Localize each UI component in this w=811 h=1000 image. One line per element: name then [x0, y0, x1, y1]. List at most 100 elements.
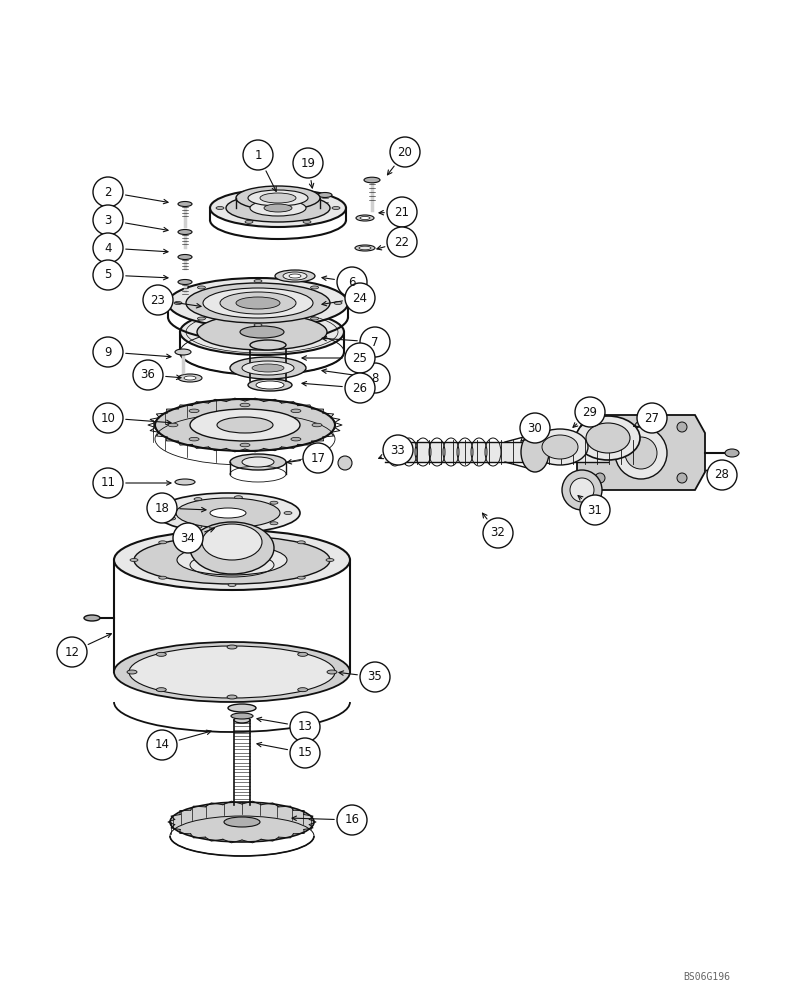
Ellipse shape	[217, 417, 272, 433]
Ellipse shape	[269, 501, 277, 504]
Ellipse shape	[541, 435, 577, 459]
Ellipse shape	[318, 193, 332, 198]
Text: 26: 26	[352, 381, 367, 394]
Circle shape	[337, 805, 367, 835]
Ellipse shape	[521, 432, 548, 472]
Circle shape	[93, 403, 122, 433]
Ellipse shape	[303, 193, 311, 196]
Ellipse shape	[297, 576, 305, 579]
Ellipse shape	[227, 645, 237, 649]
Circle shape	[676, 473, 686, 483]
Ellipse shape	[242, 361, 294, 375]
Ellipse shape	[178, 254, 191, 259]
Ellipse shape	[190, 409, 299, 441]
Ellipse shape	[355, 215, 374, 221]
Circle shape	[57, 637, 87, 667]
Ellipse shape	[359, 217, 370, 220]
Ellipse shape	[290, 437, 301, 441]
Text: 35: 35	[367, 670, 382, 684]
Ellipse shape	[155, 399, 335, 451]
Ellipse shape	[230, 454, 285, 470]
Ellipse shape	[245, 220, 253, 223]
Ellipse shape	[234, 717, 250, 723]
Ellipse shape	[114, 642, 350, 702]
Ellipse shape	[228, 584, 236, 586]
Ellipse shape	[190, 522, 273, 574]
Ellipse shape	[230, 713, 253, 719]
Circle shape	[387, 197, 417, 227]
Ellipse shape	[297, 541, 305, 544]
Ellipse shape	[230, 357, 306, 379]
Circle shape	[636, 403, 666, 433]
Ellipse shape	[156, 493, 299, 533]
Text: 6: 6	[348, 275, 355, 288]
Text: 18: 18	[154, 502, 169, 514]
Circle shape	[519, 413, 549, 443]
Text: 12: 12	[64, 646, 79, 658]
Ellipse shape	[311, 423, 322, 427]
Text: BS06G196: BS06G196	[682, 972, 729, 982]
Circle shape	[337, 456, 351, 470]
Text: 25: 25	[352, 352, 367, 364]
Ellipse shape	[178, 279, 191, 284]
Circle shape	[93, 260, 122, 290]
Circle shape	[676, 422, 686, 432]
Ellipse shape	[134, 536, 329, 584]
Text: 4: 4	[104, 241, 112, 254]
Ellipse shape	[234, 527, 242, 530]
Ellipse shape	[275, 270, 315, 282]
Ellipse shape	[303, 220, 311, 223]
Text: 14: 14	[154, 738, 169, 752]
Ellipse shape	[242, 457, 273, 467]
Ellipse shape	[191, 534, 212, 540]
Circle shape	[303, 443, 333, 473]
Circle shape	[143, 285, 173, 315]
Ellipse shape	[251, 364, 284, 372]
Ellipse shape	[158, 576, 166, 579]
Ellipse shape	[236, 297, 280, 309]
Text: 5: 5	[104, 268, 112, 282]
Circle shape	[706, 460, 736, 490]
Ellipse shape	[298, 652, 307, 656]
Ellipse shape	[189, 409, 199, 413]
Circle shape	[133, 360, 163, 390]
Ellipse shape	[333, 302, 341, 304]
Circle shape	[93, 468, 122, 498]
Ellipse shape	[203, 288, 312, 318]
Circle shape	[93, 337, 122, 367]
Text: 30: 30	[527, 422, 542, 434]
Ellipse shape	[84, 615, 100, 621]
Circle shape	[242, 140, 272, 170]
Circle shape	[594, 473, 604, 483]
Text: 15: 15	[297, 746, 312, 760]
Ellipse shape	[167, 506, 175, 509]
Ellipse shape	[283, 272, 307, 280]
Text: 19: 19	[300, 157, 315, 170]
Text: 22: 22	[394, 235, 409, 248]
Ellipse shape	[169, 802, 314, 842]
Ellipse shape	[202, 524, 262, 560]
Circle shape	[337, 267, 367, 297]
Text: 32: 32	[490, 526, 504, 540]
Ellipse shape	[724, 449, 738, 457]
Text: 20: 20	[397, 146, 412, 159]
Ellipse shape	[178, 374, 202, 382]
Circle shape	[359, 662, 389, 692]
Text: 13: 13	[297, 720, 312, 733]
Ellipse shape	[194, 498, 202, 501]
Text: 34: 34	[180, 532, 195, 544]
Ellipse shape	[197, 286, 205, 289]
Ellipse shape	[269, 522, 277, 525]
Text: 8: 8	[371, 371, 378, 384]
Ellipse shape	[284, 512, 292, 514]
Ellipse shape	[197, 317, 205, 320]
Ellipse shape	[168, 423, 178, 427]
Circle shape	[483, 518, 513, 548]
Ellipse shape	[240, 326, 284, 338]
Text: 10: 10	[101, 412, 115, 424]
Circle shape	[345, 343, 375, 373]
Ellipse shape	[245, 193, 253, 196]
Circle shape	[93, 177, 122, 207]
Ellipse shape	[254, 279, 262, 282]
Ellipse shape	[247, 379, 292, 391]
